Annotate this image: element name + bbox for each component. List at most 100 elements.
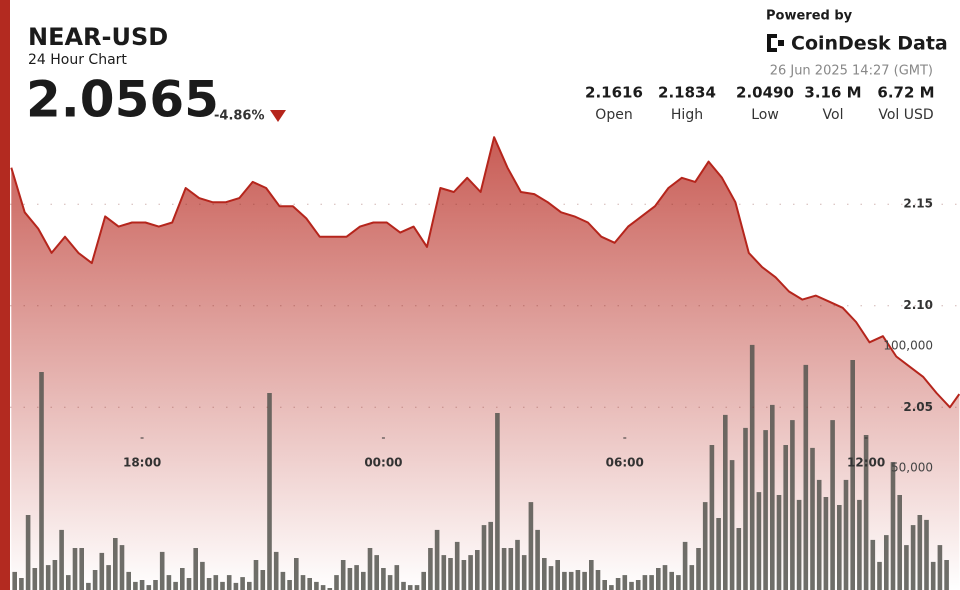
volume-bar <box>904 545 909 590</box>
volume-bar <box>19 578 24 590</box>
volume-bar <box>528 502 534 590</box>
volume-bar <box>944 560 949 590</box>
volume-bar <box>113 538 118 590</box>
volume-bar <box>515 539 520 590</box>
volume-bar <box>354 565 359 590</box>
volume-bar <box>233 582 239 590</box>
volume-bar <box>367 548 373 590</box>
x-tick-label: 06:00 <box>606 456 644 470</box>
volume-bar <box>803 364 809 590</box>
plot-area: 2.05 2.10 2.15 50,000 100,000 18:00 00:00 06:00… <box>10 136 960 590</box>
volume-bar <box>930 561 936 590</box>
volume-bar <box>294 558 299 590</box>
volume-bar <box>495 413 500 590</box>
volume-bar <box>783 445 788 590</box>
volume-bar <box>843 479 849 590</box>
volume-bar <box>186 578 192 590</box>
change: -4.86% <box>214 109 265 124</box>
volume-bar <box>884 535 889 590</box>
volume-bar <box>488 521 493 590</box>
volume-bar <box>374 555 379 590</box>
volume-bar <box>535 529 540 590</box>
volume-bar <box>562 571 567 590</box>
volume-bar <box>253 560 259 590</box>
volume-bar <box>709 445 715 590</box>
volume-bar <box>729 460 735 590</box>
volume-bar <box>320 585 326 590</box>
volume-bar <box>850 360 855 590</box>
timestamp: 26 Jun 2025 14:27 (GMT) <box>770 64 933 79</box>
volume-bar <box>770 404 775 590</box>
volume-bar <box>837 505 842 590</box>
volume-bar <box>790 420 795 590</box>
stat-value: 3.16 M <box>804 84 861 102</box>
volume-bar <box>830 420 835 590</box>
volume-bar <box>595 570 601 590</box>
volume-bar <box>307 578 312 590</box>
volume-bar <box>609 585 614 590</box>
stat-label: Vol <box>823 107 844 123</box>
volume-bar <box>32 568 38 590</box>
volume-bar <box>428 548 433 590</box>
volume-bar <box>39 372 44 590</box>
volume-bar <box>387 575 393 590</box>
volume-bar <box>810 447 815 590</box>
volume-bar <box>816 479 822 590</box>
volume-bar <box>501 548 507 590</box>
volume-bar <box>468 555 473 590</box>
volume-bar <box>575 570 581 590</box>
title: NEAR-USD <box>28 23 168 51</box>
volume-bar <box>280 571 286 590</box>
volume-bar <box>441 555 447 590</box>
volume-bar <box>106 565 111 590</box>
volume-bar <box>240 577 245 590</box>
volume-bar <box>924 519 929 590</box>
volume-bar <box>649 575 654 590</box>
volume-bar <box>206 578 212 590</box>
volume-bar <box>548 566 554 590</box>
volume-bar <box>200 561 205 590</box>
volume-bar <box>381 568 386 590</box>
stat-value: 2.0490 <box>736 84 794 102</box>
y-tick-label: 2.05 <box>903 400 933 414</box>
volume-bar <box>79 548 84 590</box>
volume-bar <box>434 529 440 590</box>
volume-bar <box>448 558 453 590</box>
volume-bar <box>340 560 346 590</box>
price: 2.0565 <box>26 71 219 129</box>
volume-bar <box>347 568 353 590</box>
volume-bar <box>139 580 145 590</box>
volume-bar <box>622 575 628 590</box>
stat-value: 6.72 M <box>877 84 934 102</box>
volume-bar <box>743 427 748 590</box>
volume-bar <box>857 499 862 590</box>
volume-bar <box>99 552 105 590</box>
volume-bar <box>394 565 400 590</box>
volume-bar <box>126 571 131 590</box>
volume-bar <box>702 502 708 590</box>
volume-bar <box>361 571 366 590</box>
volume-bar <box>173 581 178 590</box>
brand: CoinDesk Data <box>791 33 948 55</box>
volume-bar <box>407 585 413 590</box>
volume-bar <box>756 492 762 590</box>
y-tick-label: 2.15 <box>903 197 933 211</box>
volume-bar <box>72 548 78 590</box>
volume-bar <box>917 515 923 590</box>
volume-bar <box>414 585 420 590</box>
volume-bar <box>568 571 574 590</box>
volume-bar <box>92 570 98 590</box>
volume-bar <box>897 495 902 590</box>
price-area <box>11 137 960 590</box>
volume-bar <box>166 575 172 590</box>
volume-bar <box>870 539 876 590</box>
volume-bar <box>689 565 695 590</box>
powered-by: Powered by <box>766 9 853 24</box>
brand-logo <box>767 34 784 52</box>
volume-bar <box>421 571 426 590</box>
volume-bar <box>86 582 91 590</box>
stat-value: 2.1834 <box>658 84 716 102</box>
volume-bar <box>910 525 916 590</box>
volume-bar <box>890 462 896 590</box>
